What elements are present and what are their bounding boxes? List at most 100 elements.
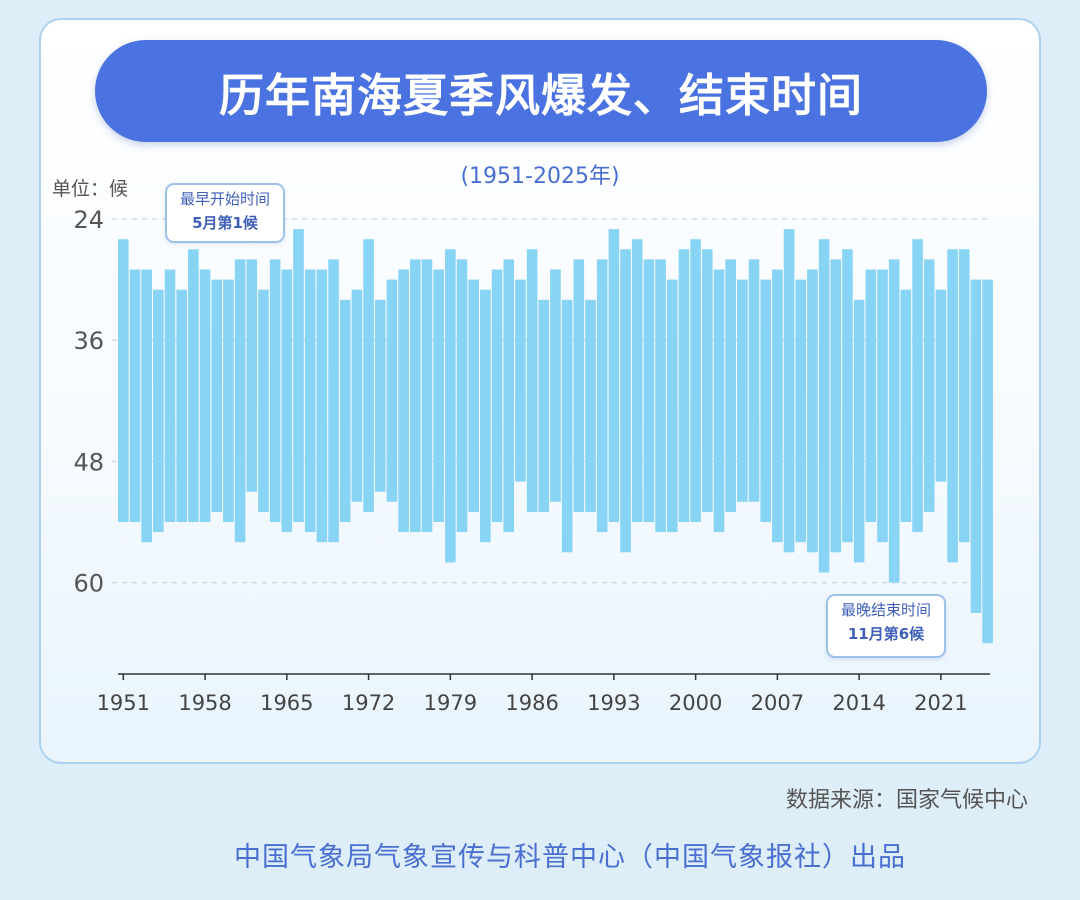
bar-1999 [678,249,690,523]
bar-1951 [118,239,129,522]
bar-1991 [585,299,596,512]
bar-1990 [573,259,585,512]
x-tick-label: 1958 [178,691,231,715]
earliest-start-callout: 最早开始时间 5月第1候 [165,183,285,243]
bar-2023 [958,249,970,543]
bar-1966 [293,229,304,522]
bar-1984 [503,259,515,533]
bar-2021 [935,289,947,482]
bar-1969 [328,259,339,543]
x-tick-label: 2007 [751,691,804,715]
bar-1989 [561,299,573,553]
bar-1986 [526,249,538,512]
bar-2012 [830,259,842,553]
bar-1978 [433,269,444,522]
bar-1973 [374,299,386,492]
bar-1988 [550,269,561,502]
bar-1981 [468,279,479,512]
bar-1995 [631,239,643,522]
bar-1962 [246,259,258,492]
y-tick-label: 36 [73,327,104,355]
x-tick-label: 1993 [587,691,640,715]
bar-1983 [491,269,503,522]
bar-1971 [351,289,363,502]
bar-2000 [690,239,701,522]
data-source: 数据来源：国家气候中心 [785,788,1028,813]
bar-1953 [141,269,152,543]
bar-2007 [772,269,783,543]
bar-2004 [737,279,748,502]
x-tick-label: 2021 [914,691,967,715]
bar-1958 [199,269,211,522]
chart-subtitle: (1951-2025年) [460,164,620,189]
bar-1975 [398,269,409,533]
bar-2022 [947,249,958,563]
bar-1956 [176,289,187,522]
bar-1964 [269,259,281,522]
bar-1994 [620,249,631,553]
bar-2017 [888,259,900,583]
bar-1968 [316,269,328,543]
bar-1985 [515,279,526,482]
bar-1997 [655,259,666,533]
y-tick-label: 48 [73,448,104,476]
bar-2019 [912,239,923,533]
x-tick-label: 1965 [260,691,313,715]
chart-title: 历年南海夏季风爆发、结束时间 [218,68,863,122]
bar-2006 [760,279,771,522]
bar-1961 [234,259,246,543]
bar-2025 [982,279,993,644]
bar-2020 [923,259,935,512]
bar-2024 [970,279,982,613]
bar-2002 [713,269,725,533]
x-tick-label: 2000 [669,691,722,715]
bar-1959 [211,279,223,512]
bar-1970 [339,299,351,522]
bar-1960 [223,279,234,522]
bar-1955 [164,269,176,522]
y-axis-unit: 单位：候 [52,178,129,200]
x-tick-label: 1986 [505,691,558,715]
bar-2001 [702,249,713,512]
bar-2015 [865,269,877,522]
x-tick-label: 1979 [424,691,477,715]
bar-2018 [900,289,912,522]
bar-1993 [608,229,620,522]
bar-1957 [188,249,199,523]
bar-1977 [421,259,433,533]
bar-1976 [410,259,421,533]
latest-end-value: 11月第6候 [847,625,925,643]
bar-2013 [842,249,853,543]
bar-2010 [807,269,818,553]
title-banner: 历年南海夏季风爆发、结束时间 [95,40,987,142]
bar-1974 [386,279,398,502]
bar-2009 [795,279,807,543]
bar-1996 [643,259,655,522]
bar-1987 [538,299,550,512]
x-tick-label: 1951 [97,691,150,715]
bar-1980 [456,259,468,533]
bar-1967 [304,269,316,533]
bar-1952 [129,269,141,522]
bar-1954 [153,289,164,533]
x-tick-label: 2014 [832,691,885,715]
earliest-start-label: 最早开始时间 [179,190,270,208]
bar-1979 [445,249,456,563]
latest-end-label: 最晚结束时间 [840,601,931,619]
latest-end-callout: 最晚结束时间 11月第6候 [826,594,946,658]
bar-2008 [783,229,795,553]
bar-1965 [281,269,293,533]
bar-2011 [818,239,830,573]
bar-1972 [363,239,374,512]
bar-2014 [853,299,865,563]
bar-2003 [725,259,736,512]
x-tick-label: 1972 [342,691,395,715]
bar-2016 [877,269,888,543]
bar-1992 [596,259,608,533]
bar-1963 [258,289,269,512]
y-tick-label: 60 [73,570,104,598]
bar-2005 [748,259,760,502]
producer-credit: 中国气象局气象宣传与科普中心（中国气象报社）出品 [234,842,906,873]
bar-1998 [666,279,678,533]
